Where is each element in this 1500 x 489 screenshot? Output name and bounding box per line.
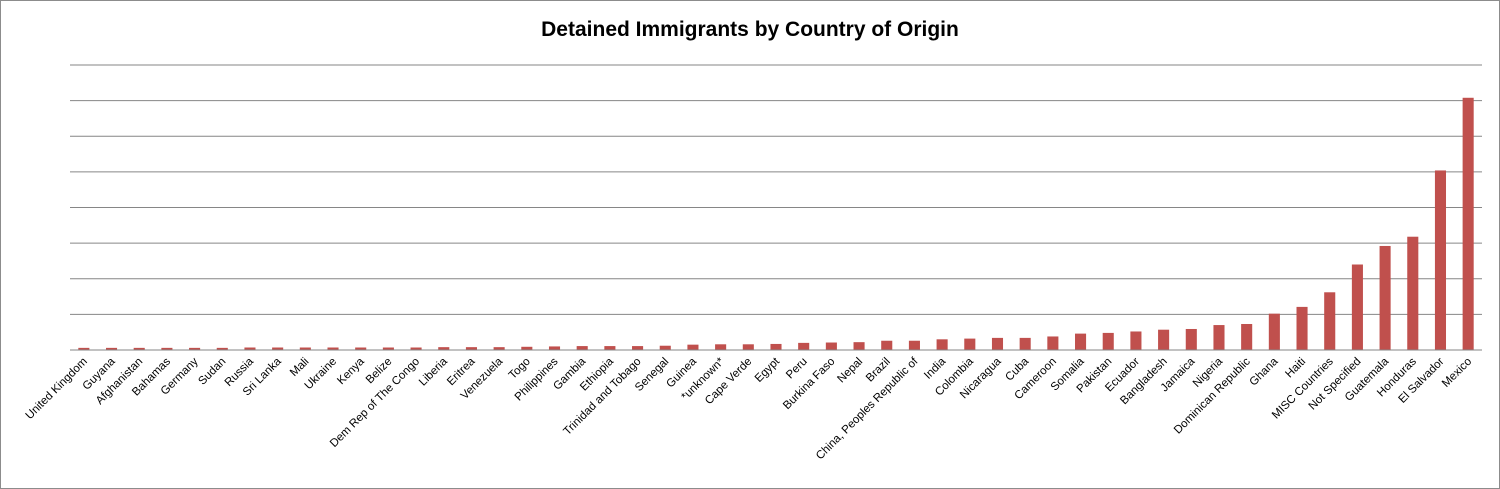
gridlines <box>70 64 1482 315</box>
bar <box>244 347 256 350</box>
category-label: Kenya <box>335 355 367 387</box>
category-label: Ghana <box>1248 355 1281 388</box>
bar <box>604 346 616 350</box>
bar <box>438 347 450 350</box>
bar <box>133 347 145 350</box>
bar <box>1241 323 1253 350</box>
category-label: Liberia <box>417 355 450 388</box>
bar <box>465 347 477 350</box>
bars <box>78 97 1474 351</box>
bar <box>1268 313 1280 350</box>
bar <box>853 342 865 350</box>
bar <box>798 342 810 350</box>
bar <box>825 342 837 350</box>
chart-title: Detained Immigrants by Country of Origin <box>541 18 959 41</box>
bar <box>1185 328 1197 350</box>
bar <box>1434 170 1447 350</box>
bar <box>1130 331 1142 350</box>
bar <box>1158 329 1170 350</box>
bar <box>272 347 284 350</box>
bar <box>1102 332 1114 350</box>
bar <box>936 339 948 350</box>
category-label: United Kingdom <box>24 356 90 422</box>
bar <box>770 343 782 350</box>
bar <box>1213 325 1225 350</box>
bar <box>659 345 671 350</box>
category-label: Nepal <box>835 356 865 386</box>
bar <box>1324 292 1336 350</box>
bar <box>189 347 201 350</box>
bar <box>908 340 920 350</box>
category-label: Haiti <box>1283 356 1308 381</box>
bar <box>355 347 367 350</box>
bar <box>1379 245 1391 350</box>
bar <box>715 344 727 350</box>
category-labels: United KingdomGuyanaAfghanistanBahamasGe… <box>24 355 1475 462</box>
bar <box>410 347 422 350</box>
bar <box>687 344 699 350</box>
bar <box>576 346 588 350</box>
bar <box>881 340 893 350</box>
bar <box>299 347 311 350</box>
bar <box>521 346 533 350</box>
bar <box>964 338 976 350</box>
bar <box>991 337 1004 350</box>
bar <box>1047 336 1059 350</box>
bar <box>216 347 228 350</box>
category-label: Sudan <box>196 356 228 388</box>
bar <box>382 347 394 350</box>
bar <box>1351 264 1363 350</box>
bar <box>632 346 644 350</box>
category-label: Mexico <box>1440 356 1474 390</box>
bar <box>742 344 754 350</box>
bar <box>327 347 339 350</box>
category-label: Mali <box>288 356 311 379</box>
bar <box>493 347 505 350</box>
bar <box>548 346 561 350</box>
bar <box>1407 236 1419 350</box>
bar <box>161 347 173 350</box>
bar <box>78 347 90 350</box>
bar <box>1075 333 1087 350</box>
bar <box>1462 97 1474 351</box>
bar <box>105 347 118 350</box>
bar <box>1019 337 1031 350</box>
bar <box>1296 306 1308 350</box>
category-label: Egypt <box>753 355 783 385</box>
